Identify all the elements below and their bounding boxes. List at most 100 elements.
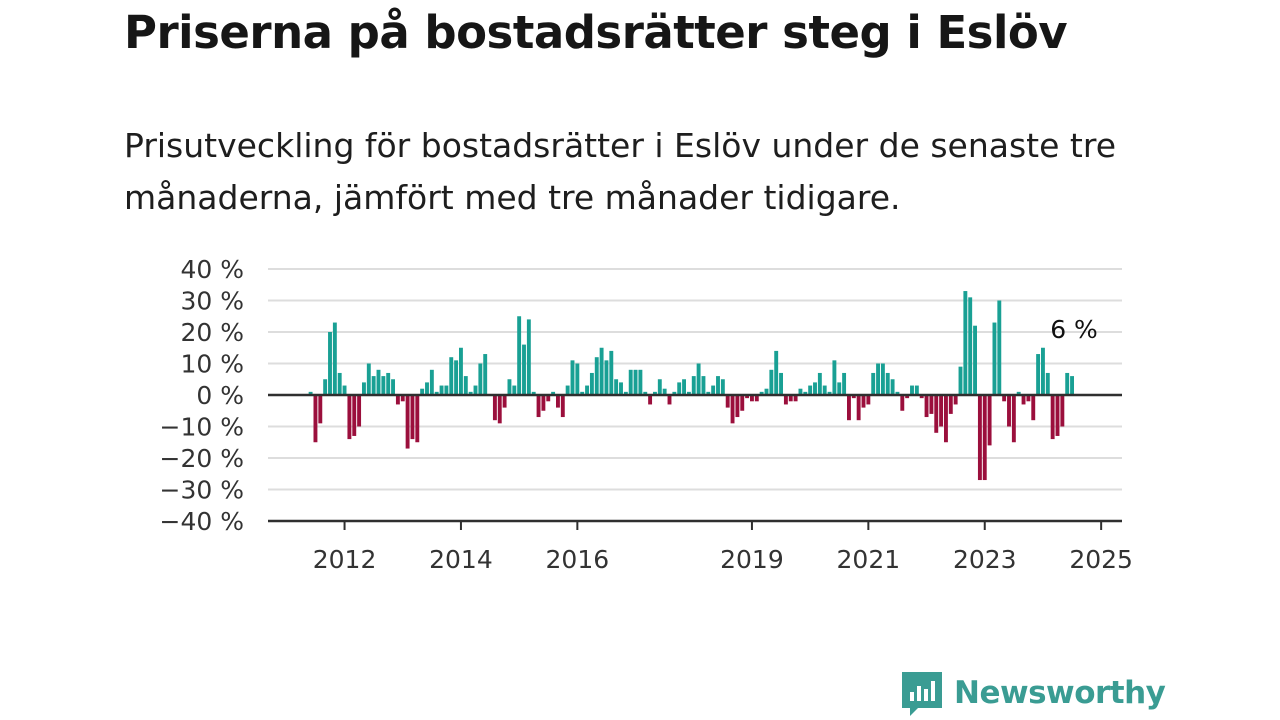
bar xyxy=(1036,354,1041,395)
bar xyxy=(905,395,910,399)
y-axis-tick-labels: 40 % 30 %20 % 10 %0 % −10 %−20 % −30 %−40 % xyxy=(160,255,244,536)
bar xyxy=(599,347,604,395)
bar xyxy=(842,372,847,395)
bar xyxy=(454,360,459,395)
bar xyxy=(861,395,866,408)
x-axis-tick-labels: 2012 2014 2016 2019 2021 2023 2025 xyxy=(313,545,1133,574)
bar xyxy=(977,395,982,481)
bar xyxy=(1021,395,1026,405)
bar xyxy=(420,388,425,395)
bar xyxy=(662,388,667,395)
x-tick-label: 2012 xyxy=(313,545,377,574)
bar xyxy=(808,385,813,395)
bar xyxy=(551,391,556,395)
bar xyxy=(565,385,570,395)
bar xyxy=(1070,376,1074,395)
y-tick-label: 10 % xyxy=(180,350,244,379)
x-tick-label: 2016 xyxy=(546,545,610,574)
last-value-annotation: 6 % xyxy=(1050,315,1098,344)
bar xyxy=(725,395,730,408)
bar xyxy=(609,350,614,395)
bar xyxy=(982,395,987,481)
bar xyxy=(686,391,691,395)
bar xyxy=(910,385,914,395)
bar xyxy=(851,395,856,399)
bar xyxy=(648,395,653,405)
axes xyxy=(268,393,1122,530)
bar xyxy=(459,347,463,395)
bar xyxy=(890,379,895,395)
bar xyxy=(318,395,323,424)
bar xyxy=(323,379,328,395)
bar xyxy=(934,395,939,433)
bar xyxy=(958,366,963,395)
bar xyxy=(856,395,861,421)
y-tick-label: 20 % xyxy=(180,318,244,347)
bar xyxy=(531,391,536,395)
bar xyxy=(492,395,497,421)
bar xyxy=(522,344,526,395)
bar xyxy=(449,357,454,395)
bar xyxy=(400,395,405,402)
bar xyxy=(619,382,623,395)
bar xyxy=(924,395,929,418)
bar xyxy=(366,363,371,395)
y-tick-label: −40 % xyxy=(160,507,244,536)
x-tick-label: 2025 xyxy=(1069,545,1133,574)
bar xyxy=(497,395,502,424)
x-tick-label: 2014 xyxy=(429,545,493,574)
bar xyxy=(468,391,473,395)
bar xyxy=(604,360,609,395)
bar xyxy=(328,332,332,395)
bar xyxy=(628,369,633,395)
bar xyxy=(410,395,415,440)
bar xyxy=(575,363,580,395)
bar xyxy=(677,382,682,395)
bar xyxy=(425,382,429,395)
bar xyxy=(395,395,400,405)
bar xyxy=(585,385,589,395)
bar xyxy=(643,391,648,395)
bar xyxy=(362,382,366,395)
bar xyxy=(580,391,585,395)
bar xyxy=(1050,395,1055,440)
bar xyxy=(1045,372,1050,395)
bar xyxy=(391,379,395,395)
bar xyxy=(614,379,619,395)
bar xyxy=(313,395,318,443)
bar xyxy=(526,319,531,395)
bar xyxy=(638,369,643,395)
bar xyxy=(332,322,337,395)
bar xyxy=(720,379,725,395)
bar xyxy=(876,363,880,395)
y-tick-label: −20 % xyxy=(160,444,244,473)
bar xyxy=(827,391,832,395)
bar xyxy=(880,363,885,395)
bar xyxy=(730,395,735,424)
x-tick-label: 2023 xyxy=(953,545,1017,574)
bar-chart-speech-bubble-icon xyxy=(902,672,942,716)
bar xyxy=(696,363,701,395)
bar xyxy=(337,372,342,395)
bar xyxy=(682,379,686,395)
bar xyxy=(953,395,958,405)
bar xyxy=(832,360,837,395)
bar xyxy=(536,395,541,418)
bar xyxy=(657,379,662,395)
bar xyxy=(716,376,720,395)
bar xyxy=(691,376,696,395)
bar xyxy=(1002,395,1007,402)
bar xyxy=(759,391,764,395)
y-tick-label: 40 % xyxy=(180,255,244,284)
bar xyxy=(871,372,876,395)
bar xyxy=(973,325,977,395)
bar xyxy=(1016,391,1021,395)
brand-name: Newsworthy xyxy=(954,675,1166,711)
bar xyxy=(745,395,750,399)
bar xyxy=(347,395,352,440)
bar xyxy=(1041,347,1045,395)
bar xyxy=(963,291,968,395)
y-tick-label: −30 % xyxy=(160,476,244,505)
bar xyxy=(512,385,517,395)
bar xyxy=(352,395,357,436)
